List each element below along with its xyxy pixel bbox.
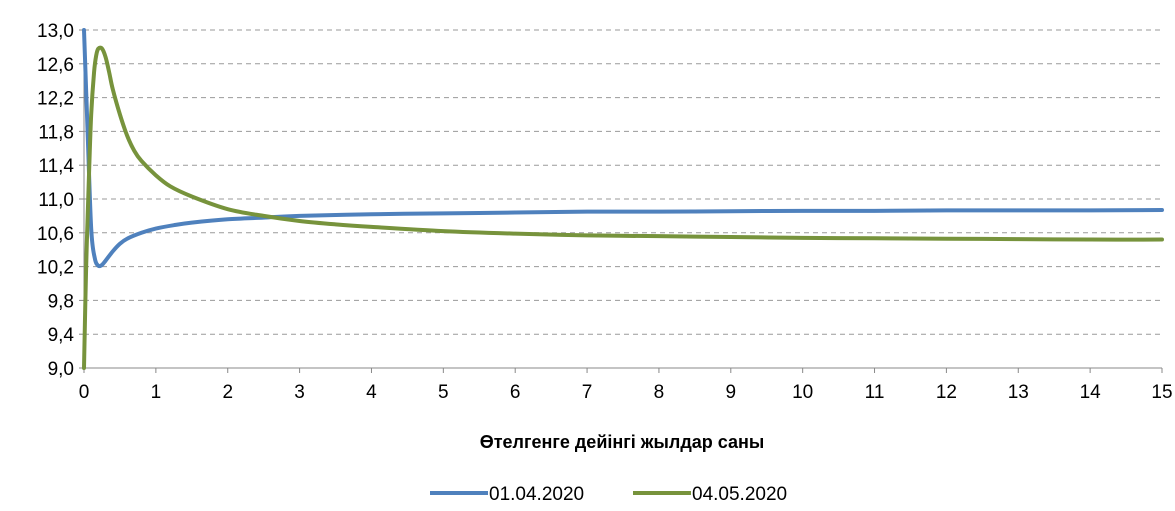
x-tick-label: 5 xyxy=(438,382,449,403)
y-tick-label: 10,6 xyxy=(37,224,74,245)
x-tick-label: 15 xyxy=(1151,382,1172,403)
y-tick-label: 12,6 xyxy=(37,55,74,76)
y-tick-label: 11,4 xyxy=(38,156,74,177)
y-axis-tick-labels: 9,0 9,4 9,8 10,2 10,6 11,0 11,4 11,8 12,2 12,6 13,… xyxy=(37,21,74,380)
y-tick-label: 9,0 xyxy=(48,359,74,380)
x-tick-label: 9 xyxy=(726,382,737,403)
series-line-1 xyxy=(82,28,1164,269)
y-tick-label: 11,0 xyxy=(38,190,74,211)
x-axis-label: Өтелгенге дейінгі жылдар саны xyxy=(480,432,765,452)
x-tick-label: 1 xyxy=(151,382,162,403)
x-tick-label: 14 xyxy=(1080,382,1102,403)
y-tick-label: 12,2 xyxy=(37,89,74,110)
x-tick-label: 12 xyxy=(936,382,957,403)
y-tick-label: 13,0 xyxy=(37,21,74,42)
series-line-2 xyxy=(82,45,1164,370)
x-axis-tick-labels: 0 1 2 3 4 5 6 7 8 9 10 11 12 13 14 15 xyxy=(79,382,1173,403)
legend-label: 01.04.2020 xyxy=(489,484,584,505)
x-tick-label: 10 xyxy=(792,382,813,403)
legend: 01.04.2020 04.05.2020 xyxy=(430,484,787,505)
legend-label: 04.05.2020 xyxy=(692,484,787,505)
x-tick-label: 6 xyxy=(510,382,521,403)
x-tick-label: 3 xyxy=(294,382,305,403)
x-tick-label: 8 xyxy=(654,382,665,403)
y-tick-label: 9,8 xyxy=(48,291,74,312)
x-tick-label: 11 xyxy=(865,382,885,403)
y-tick-label: 11,8 xyxy=(38,122,74,143)
x-tick-label: 2 xyxy=(222,382,233,403)
x-tick-label: 13 xyxy=(1008,382,1029,403)
series-lines xyxy=(82,28,1164,370)
y-tick-label: 9,4 xyxy=(48,325,75,346)
x-tick-label: 7 xyxy=(582,382,593,403)
y-tick-label: 10,2 xyxy=(37,258,74,279)
x-tick-label: 4 xyxy=(366,382,377,403)
grid-lines xyxy=(79,29,1163,373)
x-tick-label: 0 xyxy=(79,382,90,403)
